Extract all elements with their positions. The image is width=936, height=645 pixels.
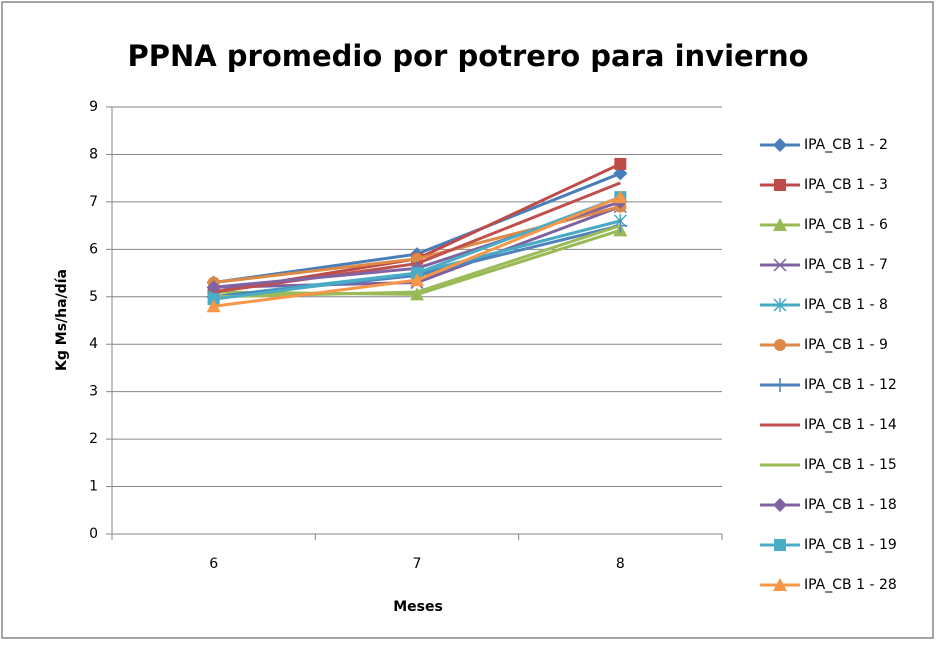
marker (773, 498, 787, 512)
marker (774, 339, 786, 351)
legend-label: IPA_CB 1 - 7 (804, 257, 888, 273)
y-tick-label: 2 (89, 431, 98, 447)
marker (774, 539, 786, 551)
series-line (213, 224, 621, 299)
marker-part (773, 498, 787, 512)
marker-part (410, 273, 424, 287)
x-tick-label: 7 (413, 556, 422, 572)
y-tick-label: 5 (89, 289, 98, 305)
y-tick-label: 3 (89, 384, 98, 400)
marker (207, 293, 220, 306)
y-axis-title: Kg Ms/ha/día (54, 269, 70, 371)
y-tick-label: 1 (89, 479, 98, 495)
marker (411, 267, 423, 280)
marker (774, 179, 786, 191)
marker-part (773, 258, 787, 272)
marker-part (207, 293, 220, 306)
y-tick-label: 4 (89, 336, 98, 352)
y-tick-label: 8 (89, 146, 98, 162)
marker-part (206, 280, 221, 295)
y-tick-label: 0 (89, 526, 98, 542)
legend-label: IPA_CB 1 - 8 (804, 297, 888, 313)
marker-part (206, 299, 221, 313)
marker-part (773, 578, 787, 591)
legend-label: IPA_CB 1 - 18 (804, 497, 897, 513)
marker (773, 298, 787, 312)
x-tick-label: 6 (209, 556, 218, 572)
legend-label: IPA_CB 1 - 19 (804, 537, 897, 553)
marker-part (411, 267, 423, 280)
legend-label: IPA_CB 1 - 9 (804, 337, 888, 353)
marker-part (774, 179, 786, 191)
marker (614, 157, 627, 170)
x-tick-label: 8 (616, 556, 625, 572)
y-tick-label: 6 (89, 241, 98, 257)
legend-label: IPA_CB 1 - 6 (804, 217, 888, 233)
marker-part (614, 157, 627, 170)
marker (773, 258, 787, 272)
marker (410, 287, 424, 301)
legend-label: IPA_CB 1 - 14 (804, 417, 897, 433)
legend-label: IPA_CB 1 - 3 (804, 177, 888, 193)
legend-label: IPA_CB 1 - 12 (804, 377, 897, 393)
marker-part (773, 218, 787, 231)
legend-label: IPA_CB 1 - 28 (804, 577, 897, 593)
y-tick-label: 7 (89, 194, 98, 210)
marker-part (774, 539, 786, 551)
marker-part (773, 138, 787, 152)
marker (773, 578, 787, 591)
legend-label: IPA_CB 1 - 15 (804, 457, 897, 473)
marker-part (613, 190, 628, 204)
marker-part (410, 287, 424, 301)
marker (206, 299, 221, 313)
y-tick-label: 9 (89, 99, 98, 115)
marker-part (774, 339, 786, 351)
marker (773, 138, 787, 152)
chart-title: PPNA promedio por potrero para invierno (127, 39, 808, 73)
legend-label: IPA_CB 1 - 2 (804, 137, 888, 153)
marker (613, 190, 628, 204)
x-axis-title: Meses (393, 599, 443, 615)
marker (773, 378, 787, 392)
marker (773, 218, 787, 231)
marker (410, 273, 424, 287)
marker (206, 280, 221, 295)
